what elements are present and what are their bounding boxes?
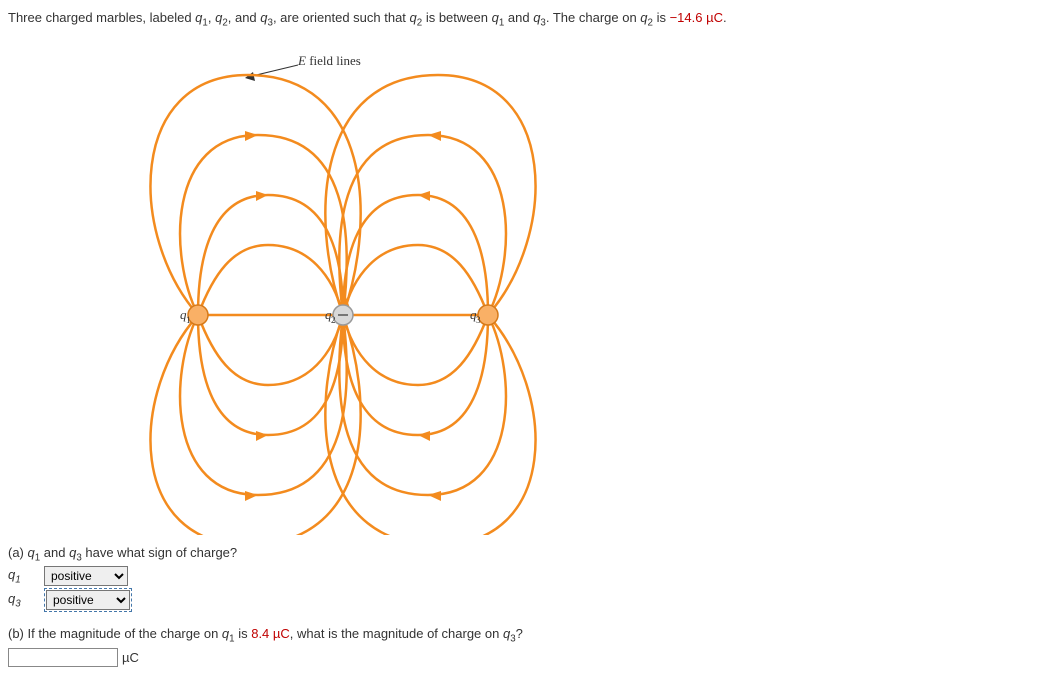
questions: (a) q1 and q3 have what sign of charge? … (8, 545, 1054, 667)
intro-prefix: Three charged marbles, labeled (8, 10, 195, 25)
unit-label: µC (122, 650, 139, 665)
field-lines-label: E E field linesfield lines (298, 53, 361, 69)
q1-answer-row: q1 ---Select---positivenegative (8, 566, 1054, 586)
q3-answer-row: q3 ---Select---positivenegative (8, 588, 1054, 612)
q3-sign-select[interactable]: ---Select---positivenegative (46, 590, 130, 610)
q1-sign-select[interactable]: ---Select---positivenegative (44, 566, 128, 586)
part-a-prompt: (a) q1 and q3 have what sign of charge? (8, 545, 1054, 564)
problem-statement: Three charged marbles, labeled q1, q2, a… (8, 8, 1054, 31)
part-b-prompt: (b) If the magnitude of the charge on q1… (8, 626, 1054, 645)
svg-text:3: 3 (476, 315, 481, 325)
svg-text:1: 1 (186, 315, 191, 325)
q1-magnitude: 8.4 µC (251, 626, 290, 641)
q3-magnitude-input[interactable] (8, 648, 118, 667)
field-diagram: q 1 q 2 q 3 E E field linesfield lines (98, 35, 598, 535)
charge-value: −14.6 µC (670, 10, 723, 25)
svg-text:2: 2 (331, 315, 336, 325)
q3-magnitude-row: µC (8, 648, 1054, 667)
